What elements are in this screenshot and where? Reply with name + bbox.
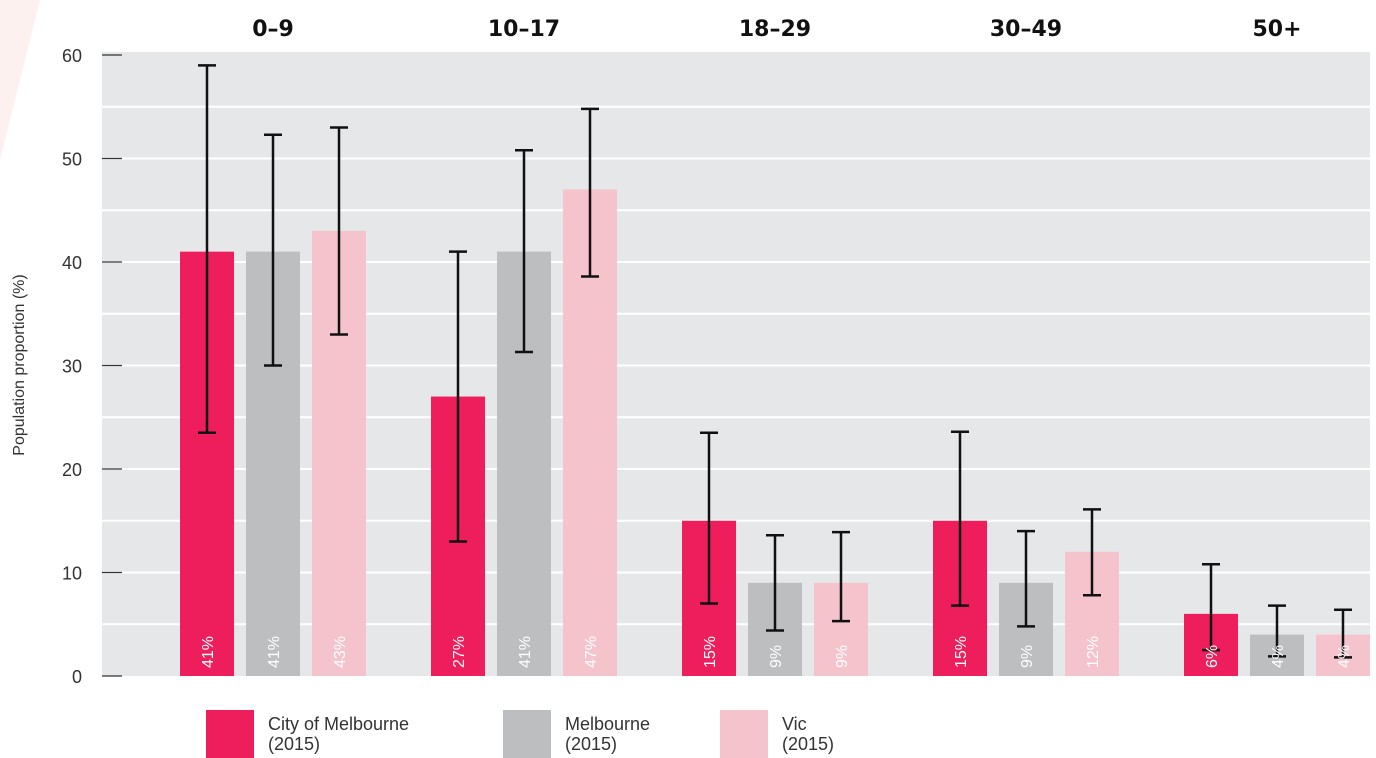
category-label: 30–49 bbox=[990, 17, 1062, 42]
bar-value-label: 12% bbox=[1085, 636, 1102, 668]
bar-value-label: 9% bbox=[834, 645, 851, 668]
bar-value-label: 6% bbox=[1204, 645, 1221, 668]
category-label: 50+ bbox=[1252, 17, 1301, 42]
bar-value-label: 4% bbox=[1270, 645, 1287, 668]
y-tick-label: 10 bbox=[62, 564, 82, 584]
y-axis-ticks: 0 10 20 30 40 50 60 bbox=[62, 46, 122, 687]
y-tick-label: 60 bbox=[62, 46, 82, 66]
bar-value-label: 43% bbox=[332, 636, 349, 668]
bar-value-labels: 41% 27% 15% 15% 6% 41% 41% 9% 9% 4% 43% 47% 9% 12% 4% bbox=[200, 636, 1353, 668]
category-label: 0–9 bbox=[252, 17, 294, 42]
bar-value-label: 47% bbox=[583, 636, 600, 668]
bar-value-label: 15% bbox=[702, 636, 719, 668]
legend-label: Vic bbox=[782, 714, 807, 734]
bar-value-label: 41% bbox=[200, 636, 217, 668]
bars bbox=[180, 189, 1370, 677]
y-axis-title: Population proportion (%) bbox=[11, 274, 28, 455]
y-tick-label: 0 bbox=[72, 667, 82, 687]
bar-value-label: 27% bbox=[451, 636, 468, 668]
corner-decoration bbox=[0, 0, 40, 160]
category-label: 10–17 bbox=[488, 17, 560, 42]
error-bars bbox=[198, 64, 1352, 659]
y-tick-label: 20 bbox=[62, 460, 82, 480]
bar-value-label: 9% bbox=[1019, 645, 1036, 668]
bar-value-label: 41% bbox=[517, 636, 534, 668]
legend-label: Melbourne bbox=[565, 714, 650, 734]
y-tick-label: 30 bbox=[62, 357, 82, 377]
legend-label: City of Melbourne bbox=[268, 714, 409, 734]
bar-value-label: 4% bbox=[1336, 645, 1353, 668]
legend-label: (2015) bbox=[268, 734, 320, 754]
category-labels: 0–9 10–17 18–29 30–49 50+ bbox=[252, 17, 1301, 42]
legend-label: (2015) bbox=[565, 734, 617, 754]
y-tick-label: 40 bbox=[62, 253, 82, 273]
legend: City of Melbourne(2015)Melbourne(2015)Vi… bbox=[206, 710, 834, 758]
y-tick-label: 50 bbox=[62, 150, 82, 170]
bar-value-label: 41% bbox=[266, 636, 283, 668]
legend-label: (2015) bbox=[782, 734, 834, 754]
category-label: 18–29 bbox=[739, 17, 811, 42]
legend-swatch bbox=[206, 710, 254, 758]
legend-swatch bbox=[503, 710, 551, 758]
legend-swatch bbox=[720, 710, 768, 758]
bar-value-label: 9% bbox=[768, 645, 785, 668]
bar-value-label: 15% bbox=[953, 636, 970, 668]
